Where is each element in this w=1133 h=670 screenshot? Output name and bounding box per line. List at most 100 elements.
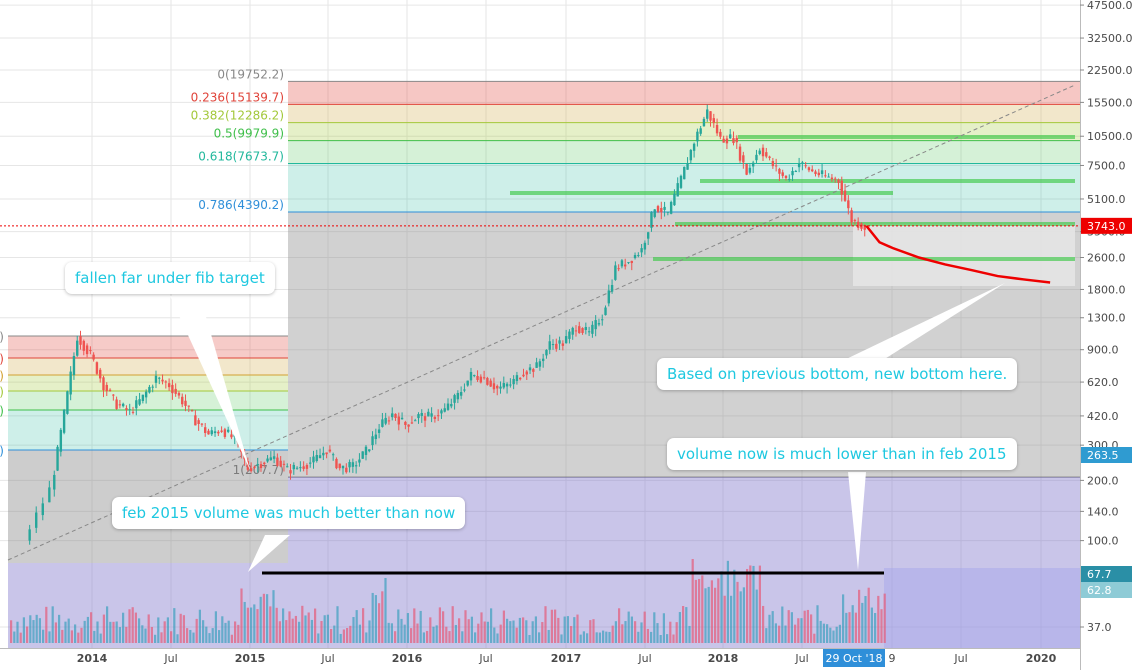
volume-bar (467, 619, 470, 643)
candle-body (200, 423, 204, 425)
candle-body (804, 165, 807, 167)
callout-pointer (848, 472, 866, 570)
volume-bar (134, 612, 137, 643)
candle-body (89, 350, 92, 352)
volume-bar (806, 609, 809, 643)
volume-bar (461, 631, 464, 643)
volume-bar (602, 630, 605, 643)
volume-bar (810, 614, 813, 643)
candle-body (715, 124, 719, 134)
candle-body (499, 386, 502, 389)
volume-bar (435, 625, 438, 643)
candle-body (679, 175, 683, 188)
candle-body (522, 374, 525, 377)
volume-bar (518, 617, 521, 643)
volume-bar (579, 634, 582, 643)
candle-body (338, 463, 341, 469)
volume-bar (26, 626, 29, 643)
candle-body (220, 430, 223, 432)
volume-bar (723, 595, 726, 643)
candle-body (824, 175, 827, 177)
volume-bar (218, 630, 221, 643)
price-tick-label: 1800.0 (1087, 283, 1126, 296)
volume-bar (768, 614, 771, 643)
candle-body (82, 340, 85, 351)
volume-bar (195, 618, 198, 643)
volume-bar (800, 618, 803, 643)
volume-bar (621, 624, 624, 643)
candle-body (545, 349, 548, 356)
candle-body (423, 416, 427, 421)
volume-bar (570, 626, 573, 643)
volume-bar (365, 632, 368, 643)
candle-body (440, 410, 443, 414)
candle-body (666, 211, 670, 213)
volume-bar (266, 594, 269, 643)
candle-body (502, 383, 505, 388)
volume-bar (163, 621, 166, 643)
volume-bar (355, 610, 358, 643)
fib-zone-band (288, 140, 1080, 164)
candle-body (558, 340, 561, 344)
volume-bar (720, 571, 723, 643)
price-tick-label: 620.0 (1087, 376, 1119, 389)
volume-bar (710, 580, 713, 643)
volume-bar (154, 634, 157, 643)
candle-body (525, 371, 528, 375)
volume-bar (883, 593, 886, 643)
small-fib-label: 0) (0, 404, 4, 418)
callout-pointer (170, 296, 250, 470)
candle-body (797, 164, 801, 168)
volume-bar (64, 621, 67, 643)
volume-bar (765, 628, 768, 643)
candle-body (456, 392, 460, 400)
volume-bar (144, 628, 147, 643)
volume-bar (560, 634, 563, 643)
candle-body (131, 411, 135, 413)
candle-body (486, 377, 489, 385)
candle-body (302, 466, 305, 469)
price-tick-label: 10500.0 (1087, 130, 1133, 143)
candle-body (719, 131, 722, 137)
volume-bar (458, 618, 461, 643)
candle-body (692, 143, 696, 151)
candle-body (817, 172, 820, 176)
projection-line (865, 225, 1051, 284)
candle-body (578, 326, 581, 334)
candle-body (177, 392, 181, 396)
candle-body (151, 386, 154, 388)
candle-body (627, 262, 630, 264)
candle-body (610, 285, 614, 292)
candle-body (788, 178, 791, 180)
candle-body (400, 417, 404, 420)
volume-bar (157, 617, 160, 643)
volume-bar (278, 621, 281, 643)
volume-bar (397, 609, 400, 643)
volume-bar (128, 609, 131, 643)
volume-bar (13, 631, 16, 643)
volume-bar (771, 611, 774, 643)
volume-bar (774, 623, 777, 643)
candle-body (637, 255, 640, 257)
candle-body (591, 324, 594, 334)
volume-bar (288, 611, 291, 643)
candle-body (807, 167, 811, 171)
volume-bar (410, 628, 413, 643)
time-tick-label: Jul (478, 652, 492, 665)
volume-bar (368, 620, 371, 643)
time-tick-label: 2017 (551, 652, 582, 665)
volume-bar (499, 624, 502, 643)
candle-body (532, 369, 535, 372)
candle-body (758, 150, 761, 154)
volume-bar (787, 610, 790, 643)
volume-bar (256, 609, 259, 643)
volume-bar (291, 618, 294, 643)
volume-bar (662, 613, 665, 643)
volume-bar (253, 604, 256, 643)
candle-body (834, 178, 837, 180)
small-fib-label: 0) (0, 385, 4, 399)
volume-bar (477, 623, 480, 643)
candle-body (249, 468, 253, 472)
candle-body (325, 452, 328, 455)
